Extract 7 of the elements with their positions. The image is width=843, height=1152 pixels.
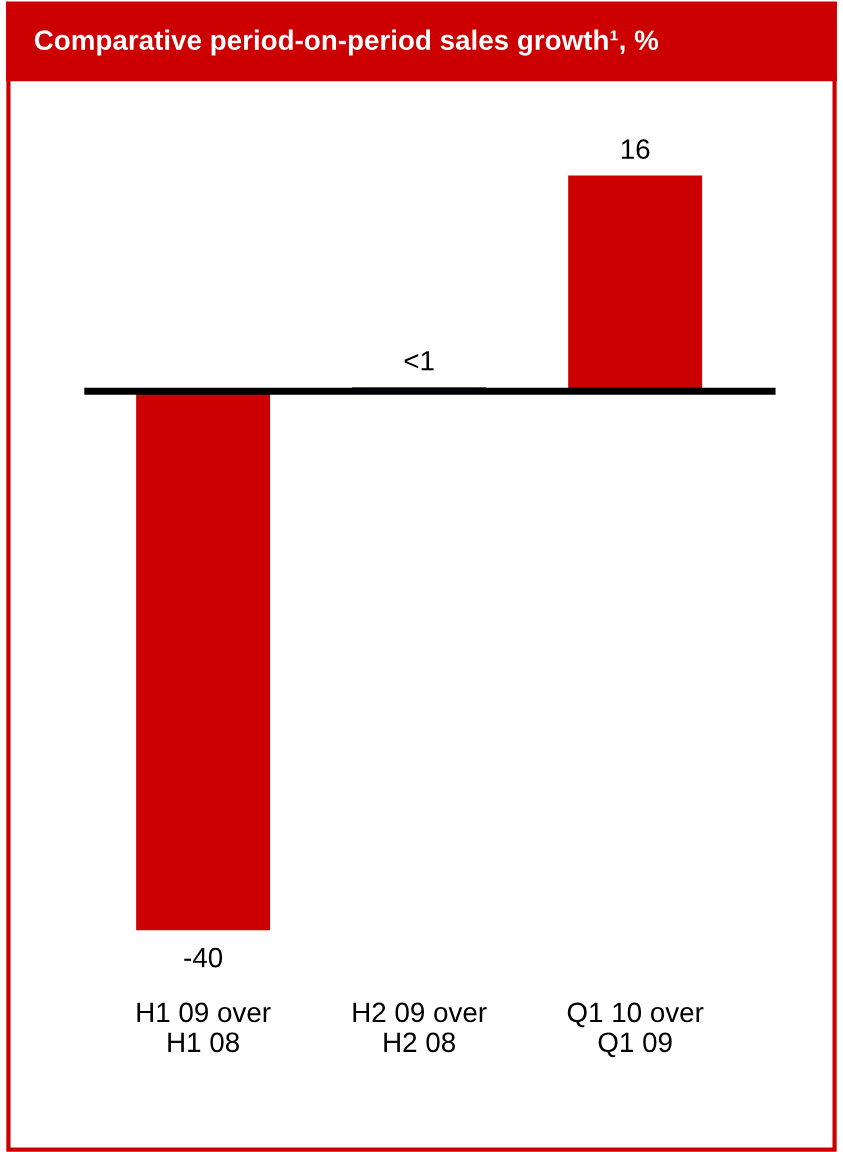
x-tick-label: H1 09 over H1 08	[137, 1002, 271, 1053]
data-label: <1	[404, 351, 434, 371]
data-label: 16	[621, 139, 650, 159]
x-tick-label: H2 09 over H2 08	[353, 1002, 487, 1053]
data-label: -40	[184, 947, 223, 968]
x-tick-label: Q1 10 over Q1 09	[567, 1002, 704, 1058]
chart-title: Comparative period-on-period sales growth¹, %	[34, 29, 659, 56]
